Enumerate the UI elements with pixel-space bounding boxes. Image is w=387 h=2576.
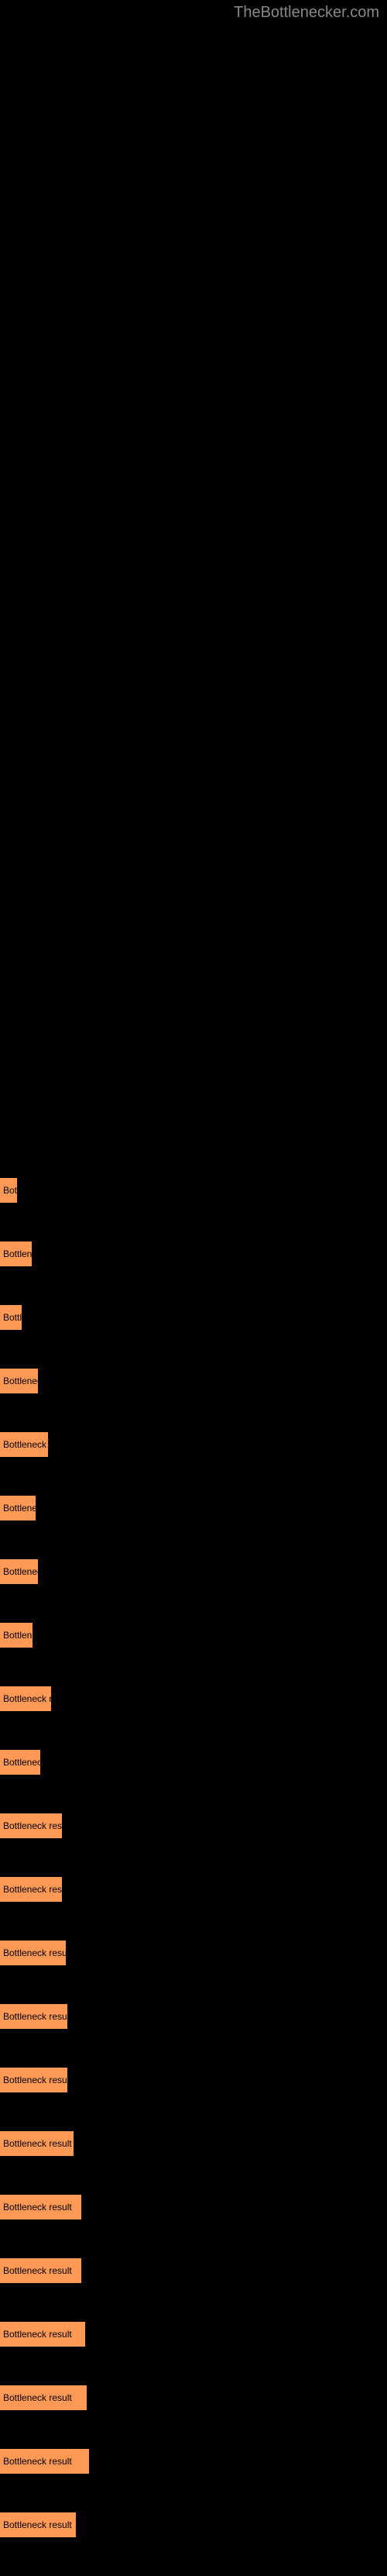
bar-row: Bottleneck result: [0, 1242, 387, 1266]
bar-row: Bottleneck result: [0, 1178, 387, 1203]
bar-label: Bottleneck result: [3, 1376, 72, 1386]
bar-label: Bottleneck result: [3, 2011, 72, 2022]
bar-label: Bottleneck result: [3, 2456, 72, 2467]
bar-row: Bottleneck result: [0, 1813, 387, 1838]
bar-row: Bottleneck result: [0, 2068, 387, 2092]
bar-label: Bottleneck result: [3, 1820, 72, 1831]
bar-row: Bottleneck result: [0, 2195, 387, 2220]
bar-row: Bottleneck result: [0, 1559, 387, 1584]
bar-row: Bottleneck result: [0, 1941, 387, 1965]
bar-label: Bottleneck result: [3, 2075, 72, 2085]
bar-label: Bottleneck result: [3, 2265, 72, 2276]
bar-row: Bottleneck result: [0, 2512, 387, 2537]
bar-row: Bottleneck result: [0, 1432, 387, 1457]
bar-row: Bottleneck result: [0, 1496, 387, 1520]
bar: Bottleneck result: [0, 1432, 48, 1457]
bar: Bottleneck result: [0, 2068, 67, 2092]
bar-row: Bottleneck result: [0, 2385, 387, 2410]
bar-label: Bottleneck result: [3, 1947, 72, 1958]
bar-chart: Bottleneck result Bottleneck result Bott…: [0, 0, 387, 2537]
bar: Bottleneck result: [0, 2322, 85, 2347]
bar-row: Bottleneck result: [0, 1877, 387, 1902]
bar: Bottleneck result: [0, 1750, 40, 1775]
bar-row: Bottleneck result: [0, 1369, 387, 1393]
bar: Bottleneck result: [0, 1813, 62, 1838]
bar: Bottleneck result: [0, 2449, 89, 2474]
bar-label: Bottleneck result: [3, 1630, 72, 1641]
bar: Bottleneck result: [0, 1369, 38, 1393]
bar-label: Bottleneck result: [3, 2138, 72, 2149]
bar-label: Bottleneck result: [3, 1566, 72, 1577]
bar: Bottleneck result: [0, 1877, 62, 1902]
bar: Bottleneck result: [0, 1242, 32, 1266]
bar-label: Bottleneck result: [3, 1248, 72, 1259]
bar-row: Bottleneck result: [0, 2322, 387, 2347]
bar-row: Bottleneck result: [0, 1750, 387, 1775]
bar-row: Bottleneck result: [0, 1623, 387, 1648]
bar: Bottleneck result: [0, 2004, 67, 2029]
bar-label: Bottleneck result: [3, 1185, 72, 1196]
bar-label: Bottleneck result: [3, 2202, 72, 2213]
bar-label: Bottleneck result: [3, 1757, 72, 1768]
bar-row: Bottleneck result: [0, 2131, 387, 2156]
bar: Bottleneck result: [0, 2512, 76, 2537]
bar: Bottleneck result: [0, 2385, 87, 2410]
bar-label: Bottleneck result: [3, 2392, 72, 2403]
bar-label: Bottleneck result: [3, 1312, 72, 1323]
watermark-text: TheBottlenecker.com: [234, 4, 379, 22]
bar-row: Bottleneck result: [0, 1686, 387, 1711]
bar: Bottleneck result: [0, 1178, 17, 1203]
bar: Bottleneck result: [0, 2131, 74, 2156]
bar: Bottleneck result: [0, 2195, 81, 2220]
bar-label: Bottleneck result: [3, 1693, 72, 1704]
bar-row: Bottleneck result: [0, 2449, 387, 2474]
bar: Bottleneck result: [0, 1941, 66, 1965]
bar-label: Bottleneck result: [3, 2519, 72, 2530]
bar-row: Bottleneck result: [0, 2004, 387, 2029]
bar: Bottleneck result: [0, 1559, 38, 1584]
bar-label: Bottleneck result: [3, 1503, 72, 1514]
bar-row: Bottleneck result: [0, 1305, 387, 1330]
bar-row: Bottleneck result: [0, 2258, 387, 2283]
bar-label: Bottleneck result: [3, 1439, 72, 1450]
bar-label: Bottleneck result: [3, 2329, 72, 2340]
bar: Bottleneck result: [0, 1623, 33, 1648]
bar: Bottleneck result: [0, 1496, 36, 1520]
bar: Bottleneck result: [0, 2258, 81, 2283]
bar: Bottleneck result: [0, 1686, 51, 1711]
bar: Bottleneck result: [0, 1305, 22, 1330]
bar-label: Bottleneck result: [3, 1884, 72, 1895]
